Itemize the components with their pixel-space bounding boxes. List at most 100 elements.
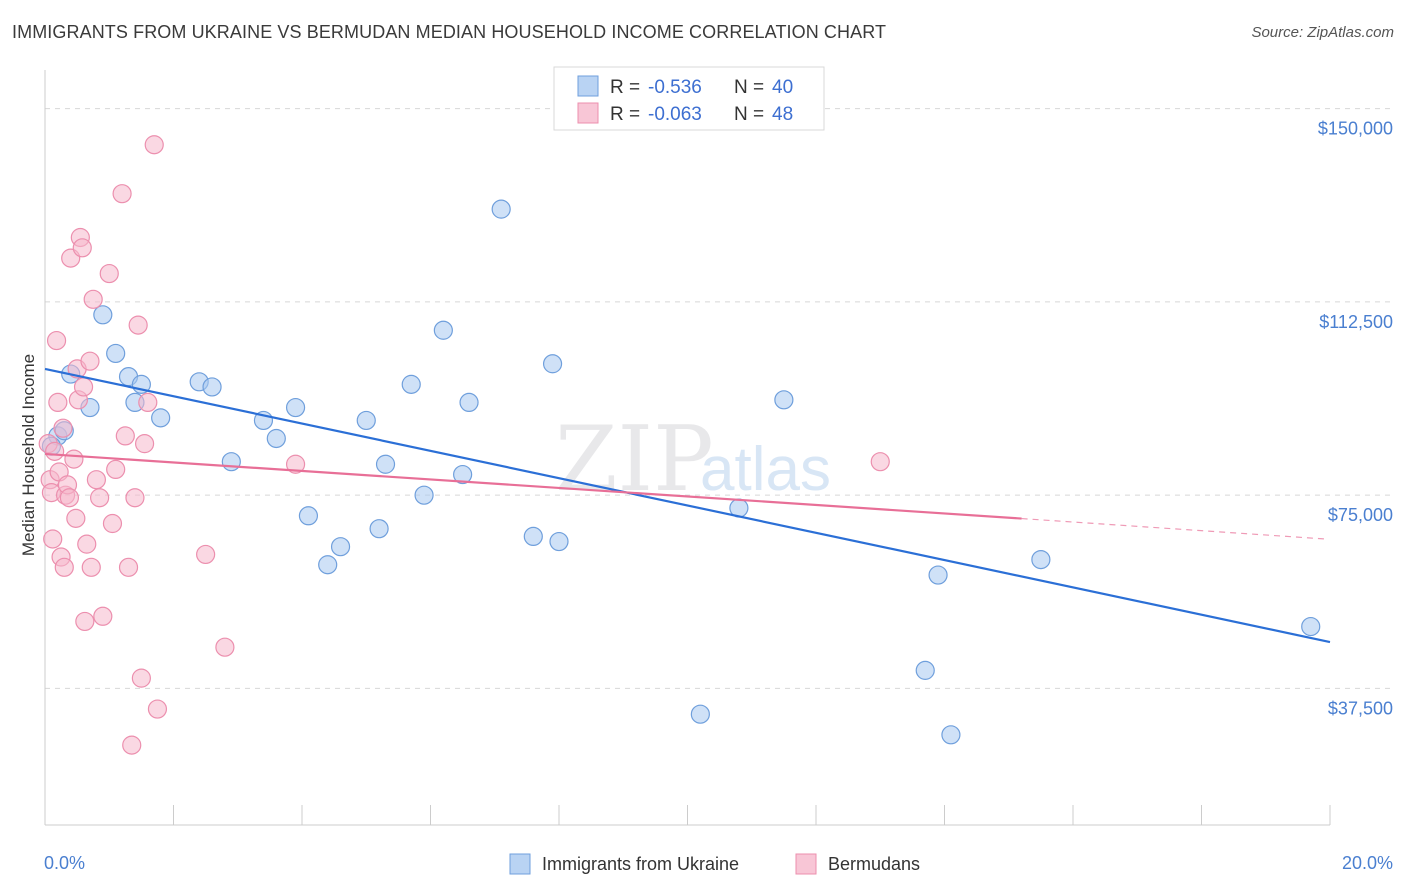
point-ukraine (1301, 616, 1321, 637)
legend-r-value-bermudans: -0.063 (648, 104, 702, 125)
point-bermudans (147, 699, 168, 719)
x-tick-labels: 0.0% 20.0% (44, 853, 1393, 873)
legend-n-value-ukraine: 40 (772, 77, 793, 98)
y-tick-label: $37,500 (1328, 698, 1393, 718)
point-bermudans (75, 611, 95, 632)
point-bermudans (43, 529, 63, 549)
point-bermudans (81, 557, 101, 577)
bottom-legend-swatch-ukraine (509, 853, 531, 875)
y-tick-label: $112,500 (1319, 312, 1393, 332)
point-bermudans (80, 351, 100, 371)
point-bermudans (90, 488, 110, 508)
point-bermudans (54, 557, 74, 577)
point-bermudans (112, 184, 132, 204)
point-ukraine (285, 397, 306, 418)
bottom-legend-label-ukraine: Immigrants from Ukraine (542, 854, 739, 874)
point-bermudans (131, 668, 151, 688)
point-bermudans (77, 534, 97, 554)
point-ukraine (202, 377, 222, 397)
bottom-legend-label-bermudans: Bermudans (828, 854, 920, 874)
chart-title: IMMIGRANTS FROM UKRAINE VS BERMUDAN MEDI… (12, 22, 887, 42)
point-bermudans (128, 315, 148, 335)
bottom-legend: Immigrants from Ukraine Bermudans (509, 853, 920, 875)
point-ukraine (369, 519, 389, 539)
bottom-legend-swatch-bermudans (795, 853, 817, 875)
x-tick-label-min: 0.0% (44, 853, 85, 873)
point-ukraine (318, 555, 338, 575)
point-ukraine (221, 452, 241, 472)
point-ukraine (459, 392, 479, 413)
top-legend: R = -0.536 N = 40 R = -0.063 N = 48 (553, 66, 825, 131)
trend-line-ukraine (44, 367, 1331, 644)
point-ukraine (523, 526, 543, 546)
point-bermudans (134, 434, 155, 454)
point-ukraine (266, 428, 286, 449)
chart-source: Source: ZipAtlas.com (1251, 24, 1394, 41)
point-bermudans (102, 513, 123, 534)
point-ukraine (106, 343, 126, 364)
point-ukraine (298, 506, 319, 526)
point-bermudans (106, 459, 126, 480)
legend-n-label-bermudans: N = (734, 104, 764, 125)
point-bermudans (99, 263, 119, 284)
point-bermudans (59, 488, 80, 508)
legend-r-value-ukraine: -0.536 (648, 77, 702, 98)
point-ukraine (401, 374, 421, 394)
point-bermudans (83, 289, 103, 309)
watermark-atlas: atlas (700, 435, 831, 504)
point-ukraine (1031, 549, 1051, 570)
point-bermudans (46, 330, 67, 351)
point-ukraine (542, 354, 563, 374)
point-ukraine (915, 660, 935, 680)
point-ukraine (93, 305, 113, 325)
point-bermudans (45, 441, 65, 461)
point-ukraine (453, 464, 473, 485)
y-tick-label: $150,000 (1318, 119, 1393, 139)
point-bermudans (53, 418, 73, 438)
point-ukraine (928, 565, 948, 585)
point-bermudans (215, 637, 235, 657)
x-tick-label-max: 20.0% (1342, 853, 1393, 873)
legend-n-value-bermudans: 48 (772, 104, 793, 125)
point-ukraine (330, 537, 351, 557)
point-bermudans (115, 426, 135, 446)
point-bermudans (138, 392, 158, 413)
grid-lines (45, 108, 1395, 689)
data-points (38, 135, 1321, 755)
point-bermudans (72, 238, 92, 258)
point-bermudans (196, 544, 216, 565)
point-bermudans (125, 488, 145, 508)
point-bermudans (122, 735, 142, 755)
point-ukraine (414, 485, 434, 505)
trend-line-bermudans-extension (1021, 517, 1326, 540)
point-bermudans (64, 449, 84, 469)
point-bermudans (73, 377, 94, 397)
point-bermudans (66, 508, 86, 528)
legend-swatch-ukraine (577, 75, 599, 97)
point-ukraine (356, 410, 376, 431)
legend-n-label-ukraine: N = (734, 77, 764, 98)
point-ukraine (491, 199, 511, 219)
point-bermudans (48, 392, 68, 413)
point-bermudans (285, 454, 306, 474)
point-ukraine (433, 320, 453, 340)
y-axis-label: Median Household Income (19, 354, 38, 556)
trend-line-bermudans (44, 452, 1022, 520)
trend-lines (44, 367, 1331, 644)
point-bermudans (93, 606, 113, 626)
point-bermudans (144, 135, 164, 155)
point-ukraine (774, 390, 794, 410)
point-ukraine (375, 454, 396, 474)
point-bermudans (118, 557, 139, 577)
point-bermudans (86, 470, 107, 490)
legend-swatch-bermudans (577, 102, 599, 124)
legend-r-label-bermudans: R = (610, 104, 640, 125)
y-tick-labels: $37,500 $75,000 $112,500 $150,000 (1318, 119, 1393, 719)
point-ukraine (151, 408, 171, 428)
y-tick-label: $75,000 (1328, 505, 1393, 525)
point-bermudans (870, 452, 890, 472)
legend-r-label-ukraine: R = (610, 77, 640, 98)
legend-box (553, 66, 825, 131)
point-ukraine (549, 531, 569, 552)
